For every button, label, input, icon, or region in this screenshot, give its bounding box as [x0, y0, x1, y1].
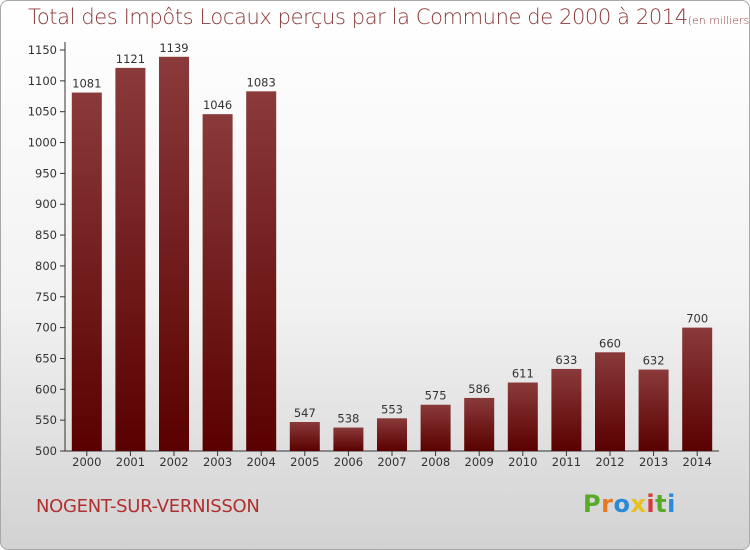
y-tick-label: 500: [35, 444, 57, 458]
y-tick-label: 1050: [28, 105, 57, 119]
y-tick-label: 750: [35, 290, 57, 304]
bar-2011: [551, 368, 582, 451]
bar-2000: [71, 92, 102, 452]
value-label-2005: 547: [294, 406, 316, 420]
logo-letter: t: [655, 490, 668, 518]
y-tick-label: 1000: [28, 136, 57, 150]
value-label-2003: 1046: [203, 98, 232, 112]
bar-2002: [159, 56, 189, 451]
y-tick-label: 600: [35, 382, 57, 396]
y-tick-label: 900: [35, 197, 57, 211]
value-label-2004: 1083: [247, 75, 276, 89]
bar-2014: [682, 327, 713, 451]
x-tick-label-2009: 2009: [465, 455, 494, 469]
y-tick-label: 1150: [28, 43, 57, 57]
bar-2004: [246, 91, 277, 451]
bar-2001: [115, 67, 146, 451]
logo-letter: i: [667, 490, 676, 518]
x-tick-label-2014: 2014: [683, 455, 712, 469]
bar-2005: [289, 422, 320, 451]
x-tick-label-2011: 2011: [552, 455, 581, 469]
y-tick-label: 700: [35, 321, 57, 335]
y-tick-label: 950: [35, 166, 57, 180]
y-tick-label: 650: [35, 351, 57, 365]
bar-2007: [377, 418, 407, 451]
y-tick-label: 850: [35, 228, 57, 242]
value-label-2012: 660: [599, 336, 621, 350]
bar-2012: [595, 352, 625, 451]
logo-letter: o: [613, 490, 631, 518]
x-tick-label-2006: 2006: [334, 455, 363, 469]
logo-letter: r: [601, 490, 614, 518]
value-label-2002: 1139: [159, 41, 188, 55]
x-tick-label-2004: 2004: [247, 455, 276, 469]
value-label-2009: 586: [468, 382, 490, 396]
x-tick-label-2007: 2007: [377, 455, 406, 469]
x-tick-label-2005: 2005: [290, 455, 319, 469]
y-tick-label: 800: [35, 259, 57, 273]
x-tick-label-2001: 2001: [116, 455, 145, 469]
y-tick-label: 1100: [28, 74, 57, 88]
bar-2009: [464, 397, 495, 451]
proxiti-logo: Proxiti: [583, 490, 676, 518]
value-label-2013: 632: [643, 354, 665, 368]
bar-2010: [507, 382, 538, 451]
x-tick-label-2003: 2003: [203, 455, 232, 469]
value-label-2000: 1081: [72, 77, 101, 91]
value-label-2006: 538: [337, 412, 359, 426]
value-label-2007: 553: [381, 402, 403, 416]
logo-letter: P: [583, 490, 602, 518]
value-label-2014: 700: [686, 312, 708, 326]
value-label-2010: 611: [512, 367, 534, 381]
commune-name: NOGENT-SUR-VERNISSON: [36, 496, 260, 517]
x-tick-label-2013: 2013: [639, 455, 668, 469]
value-label-2001: 1121: [116, 52, 145, 66]
bar-2006: [333, 427, 364, 451]
logo-letter: i: [646, 490, 656, 518]
value-label-2011: 633: [555, 353, 577, 367]
x-tick-label-2010: 2010: [508, 455, 537, 469]
x-tick-label-2012: 2012: [595, 455, 624, 469]
value-label-2008: 575: [425, 389, 447, 403]
logo-letter: x: [630, 490, 647, 518]
bar-2003: [202, 114, 233, 451]
y-tick-label: 550: [35, 413, 57, 427]
chart-title: Total des Impôts Locaux perçus par la Co…: [28, 5, 750, 29]
chart-title-unit: (en milliers d'€): [687, 14, 750, 27]
x-tick-label-2000: 2000: [72, 455, 101, 469]
bar-2013: [638, 369, 669, 451]
x-tick-label-2008: 2008: [421, 455, 450, 469]
x-tick-label-2002: 2002: [159, 455, 188, 469]
bar-2008: [420, 404, 451, 451]
